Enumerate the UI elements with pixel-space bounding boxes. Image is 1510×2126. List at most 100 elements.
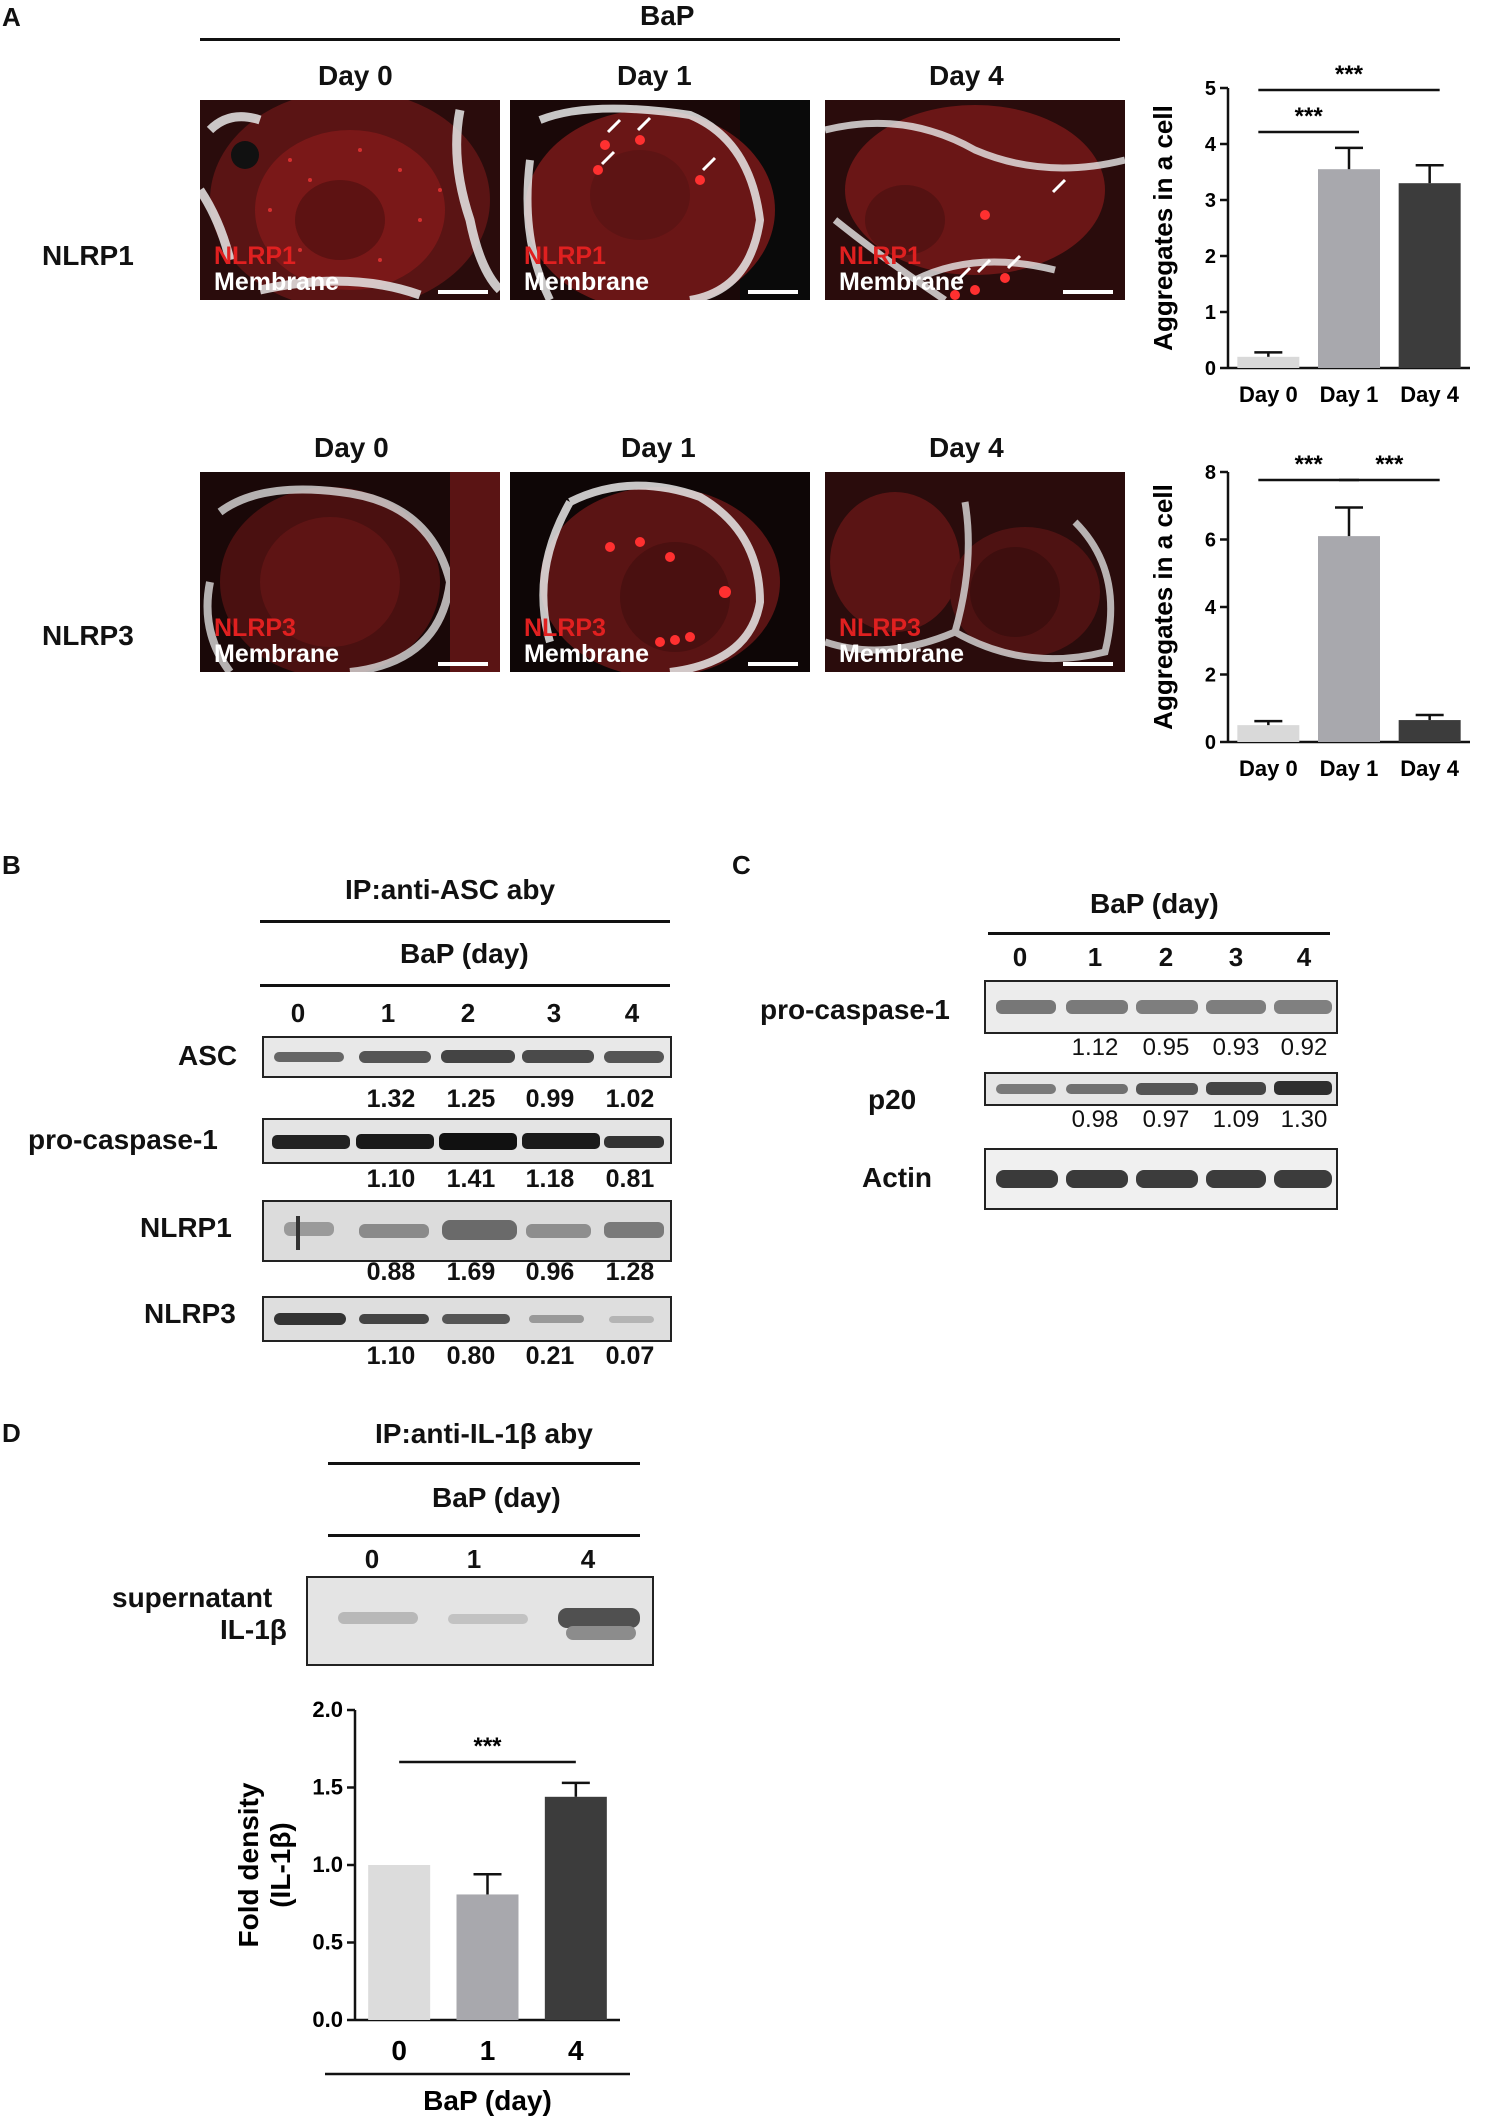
panel-b-ip-line [260,920,670,923]
y-tick-label: 5 [1205,78,1216,100]
quant-value: 1.30 [1280,1106,1328,1133]
micro-membrane-label: Membrane [839,640,965,668]
micro-protein-label: NLRP1 [524,242,606,270]
bar-4 [544,1796,607,2020]
bar-chart-il1b: 0.0 0.5 1.0 1.5 2.0 Fold density(IL-1β) 0 1 4 ***… [233,1697,630,2116]
scale-bar [748,290,798,294]
bap-header: BaP [640,0,695,31]
blot-nlrp3 [262,1296,672,1342]
quant-value: 1.10 [366,1342,416,1370]
quant-value: 1.02 [605,1085,655,1113]
row-label-nlrp1: NLRP1 [42,240,134,271]
y-tick-label: 4 [1205,134,1217,156]
quant-value: 0.96 [525,1258,575,1286]
y-tick-label: 3 [1205,190,1216,212]
blot-label-d-line1: supernatant [112,1582,273,1613]
panel-c-letter: C [732,850,751,880]
micro-membrane-label: Membrane [524,268,650,296]
quant-value: 0.81 [605,1165,655,1193]
significance-label: *** [1295,451,1324,478]
micro-image [510,472,810,672]
bar-chart-nlrp1: 0 1 2 3 4 5 Aggregates in a cell Day 0 Day 1 Day … [1148,61,1470,407]
significance-label: *** [473,1733,502,1760]
scale-bar [1063,290,1113,294]
quant-value: 1.09 [1212,1106,1260,1133]
panel-c-lane: 2 [1158,942,1174,972]
bar-chart-nlrp3: 0 2 4 6 8 Aggregates in a cell Day 0 Day 1 Day 4… [1148,451,1470,781]
blot-bands [308,1578,652,1664]
panel-c-treatment-line [988,932,1330,935]
micrograph-nlrp3-day0: NLRP3 Membrane [200,472,500,672]
x-category-label: Day 4 [1400,382,1459,407]
y-tick-label: 0.0 [312,2007,343,2032]
panel-b-lane: 3 [546,998,562,1028]
x-category-label: 4 [568,2035,584,2066]
blot-label-asc: ASC [178,1040,238,1071]
significance-label: *** [1375,451,1404,478]
y-axis-label-line: (IL-1β) [265,1822,296,1908]
x-category-label: Day 1 [1320,382,1379,407]
y-axis-label: Aggregates in a cell [1148,105,1178,351]
panel-d-ip-line [328,1462,640,1465]
blot-bands [264,1202,670,1260]
bar-day-1 [1318,169,1380,368]
quant-value: 0.07 [605,1342,655,1370]
panel-b-treatment-line [260,984,670,987]
blot-label-pro-caspase-1: pro-caspase-1 [28,1124,218,1155]
quant-value: 1.25 [446,1085,496,1113]
quant-value: 1.69 [446,1258,496,1286]
day0-label-row1: Day 0 [318,60,393,91]
scale-bar [748,662,798,666]
panel-d-lane: 1 [466,1544,482,1574]
quant-value: 0.99 [525,1085,575,1113]
micro-membrane-label: Membrane [214,640,340,668]
panel-d-treatment-line [328,1534,640,1537]
day1-label-row2: Day 1 [621,432,696,463]
quant-value: 0.98 [1071,1106,1119,1133]
micrograph-nlrp3-day1: NLRP3 Membrane [510,472,810,672]
bar-0 [368,1865,431,2020]
blot-bands [264,1298,670,1340]
panel-d-ip-label: IP:anti-IL-1β aby [375,1418,593,1449]
y-tick-label: 2.0 [312,1697,343,1722]
micro-protein-label: NLRP3 [524,614,606,642]
panel-b-lane: 2 [460,998,476,1028]
y-axis-label: Fold density(IL-1β) [233,1782,296,1947]
scale-bar [438,290,488,294]
micro-membrane-label: Membrane [524,640,650,668]
x-axis-label: BaP (day) [423,2085,552,2116]
micro-image [200,100,500,300]
blot-bands [986,982,1336,1032]
micro-image [825,472,1125,672]
panel-b-lane: 1 [380,998,396,1028]
bar-day-0 [1237,725,1300,742]
micro-protein-label: NLRP3 [214,614,296,642]
y-axis-label-line: Fold density [233,1782,264,1947]
y-tick-label: 0 [1205,732,1216,754]
blot-d-il1b [306,1576,654,1666]
blot-bands [986,1150,1336,1208]
y-tick-label: 0 [1205,358,1216,380]
quant-value: 0.97 [1142,1106,1190,1133]
blot-c-actin [984,1148,1338,1210]
quant-value: 0.21 [525,1342,575,1370]
panel-b-letter: B [2,850,21,880]
micrograph-nlrp1-day1: NLRP1 Membrane [510,100,810,300]
blot-pro-caspase-1 [262,1118,672,1164]
quant-value: 0.88 [366,1258,416,1286]
panel-c-lane: 1 [1087,942,1103,972]
day0-label-row2: Day 0 [314,432,389,463]
micro-image [825,100,1125,300]
panel-b-treatment-label: BaP (day) [400,938,529,969]
y-tick-label: 1 [1205,302,1216,324]
bar-1 [456,1894,519,2020]
panel-c-lane: 3 [1228,942,1244,972]
blot-label-c-p20: p20 [868,1084,917,1115]
blot-c-p20 [984,1072,1338,1106]
blot-asc [262,1036,672,1078]
micro-protein-label: NLRP1 [839,242,921,270]
panel-b-lane: 4 [624,998,640,1028]
y-tick-label: 1.0 [312,1852,343,1877]
blot-label-nlrp1: NLRP1 [140,1212,232,1243]
row-label-nlrp3: NLRP3 [42,620,134,651]
